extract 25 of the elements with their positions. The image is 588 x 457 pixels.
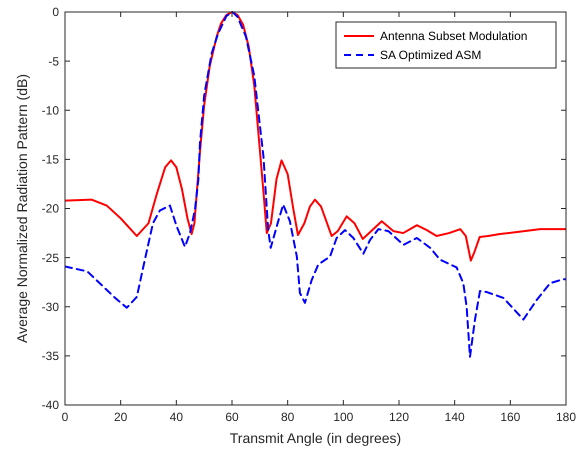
x-tick-label: 40 <box>170 410 184 424</box>
line-series <box>65 11 566 358</box>
y-tick-label: -35 <box>42 349 60 364</box>
legend-label: Antenna Subset Modulation <box>380 29 528 44</box>
y-tick-label: -40 <box>42 398 60 412</box>
y-axis-title: Average Normalized Radiation Pattern (dB) <box>14 74 30 343</box>
x-tick-label: 180 <box>556 410 576 424</box>
y-tick-label: 0 <box>52 5 60 20</box>
y-tick-label: -15 <box>42 152 60 167</box>
y-tick-label: -5 <box>48 54 60 68</box>
x-tick-label: 60 <box>225 410 239 424</box>
x-tick-label: 0 <box>62 410 69 424</box>
y-tick-label: -25 <box>42 250 60 265</box>
x-axis-title: Transmit Angle (in degrees) <box>230 430 402 446</box>
legend-label: SA Optimized ASM <box>380 48 482 62</box>
y-tick-label: -20 <box>42 202 60 216</box>
x-tick-label: 120 <box>388 410 410 424</box>
x-tick-label: 80 <box>280 410 295 424</box>
line-series <box>65 11 566 262</box>
y-tick-label: -10 <box>42 103 60 118</box>
y-tick-label: -30 <box>42 300 60 314</box>
x-tick-label: 140 <box>444 410 465 424</box>
x-tick-label: 20 <box>114 410 128 424</box>
x-tick-label: 160 <box>500 410 521 424</box>
x-tick-label: 100 <box>333 410 354 424</box>
